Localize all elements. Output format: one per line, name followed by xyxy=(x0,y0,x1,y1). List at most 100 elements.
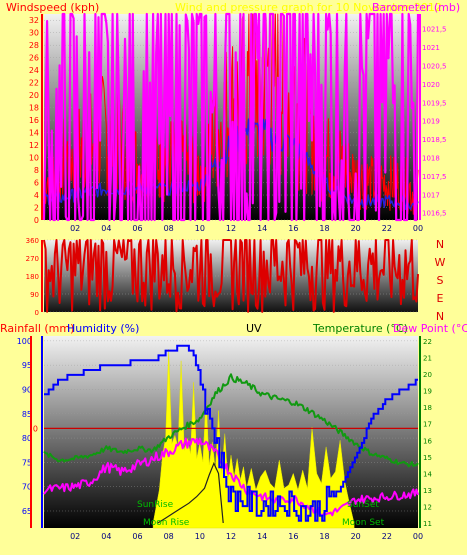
wind-x-tick: 08 xyxy=(164,224,174,233)
temperature-y-tick: 15 xyxy=(423,454,432,462)
wind-x-tick: 10 xyxy=(195,224,205,233)
compass-label: N xyxy=(436,310,444,323)
uv-area xyxy=(152,349,355,529)
wind-y-tick: 16 xyxy=(29,116,39,125)
temperature-y-tick: 11 xyxy=(423,520,432,528)
moonrise-label: Moon Rise xyxy=(143,518,190,528)
wind-x-tick: 06 xyxy=(132,224,142,233)
dewpoint-axis-title: Dew Point (°C) xyxy=(393,322,467,335)
wind-x-tick: 20 xyxy=(351,224,361,233)
solar-line xyxy=(157,461,224,524)
baro-y-tick: 1019 xyxy=(422,118,440,126)
wind-y-tick: 2 xyxy=(34,204,39,213)
wind-x-tick: 00 xyxy=(413,224,423,233)
wind-y-tick: 4 xyxy=(34,191,39,200)
wind-y-tick: 26 xyxy=(29,54,39,63)
compass-label: E xyxy=(437,292,444,305)
dewpoint-line xyxy=(43,437,419,517)
humidity-axis-title: Humidity (%) xyxy=(67,322,140,335)
temperature-y-tick: 16 xyxy=(423,437,432,445)
weather-x-tick: 12 xyxy=(226,532,236,541)
temperature-y-tick: 20 xyxy=(423,371,432,379)
wind-x-tick: 18 xyxy=(319,224,329,233)
wind-y-tick: 18 xyxy=(29,104,39,113)
baro-y-tick: 1017,5 xyxy=(422,173,447,181)
direction-y-tick: 270 xyxy=(26,255,39,263)
baro-y-tick: 1019,5 xyxy=(422,99,447,107)
temperature-y-tick: 17 xyxy=(423,421,432,429)
wind-x-tick: 22 xyxy=(382,224,392,233)
temperature-y-tick: 18 xyxy=(423,404,432,412)
uv-title: UV xyxy=(246,322,262,335)
weather-x-tick: 14 xyxy=(257,532,267,541)
baro-y-tick: 1018 xyxy=(422,154,440,162)
wind-x-tick: 04 xyxy=(101,224,111,233)
wind-x-tick: 16 xyxy=(288,224,298,233)
wind-x-tick: 02 xyxy=(70,224,80,233)
baro-y-tick: 1016,5 xyxy=(422,210,447,218)
wind-y-tick: 32 xyxy=(29,16,39,25)
temperature-y-tick: 14 xyxy=(423,470,432,478)
direction-y-tick: 180 xyxy=(26,273,39,281)
wind-y-tick: 12 xyxy=(29,141,39,150)
direction-y-tick: 360 xyxy=(26,237,39,245)
temperature-y-tick: 19 xyxy=(423,388,432,396)
weather-x-tick: 10 xyxy=(195,532,205,541)
humidity-y-tick: 100 xyxy=(17,337,32,346)
weather-x-tick: 04 xyxy=(101,532,111,541)
wind-direction-line xyxy=(43,239,419,313)
baro-y-tick: 1020 xyxy=(422,81,440,89)
temperature-line xyxy=(43,373,419,468)
humidity-y-tick: 75 xyxy=(22,458,32,467)
wind-x-tick: 12 xyxy=(226,224,236,233)
humidity-y-tick: 65 xyxy=(22,507,32,516)
rain-y-tick: 0 xyxy=(33,424,38,433)
wind-y-tick: 24 xyxy=(29,66,39,75)
humidity-y-tick: 90 xyxy=(22,385,32,394)
wind-y-tick: 14 xyxy=(29,129,39,138)
wind-y-tick: 20 xyxy=(29,91,39,100)
humidity-y-tick: 70 xyxy=(22,483,32,492)
compass-label: S xyxy=(437,274,444,287)
barometer-axis-title: Barometer (mb) xyxy=(372,1,461,14)
wind-y-tick: 28 xyxy=(29,41,39,50)
weather-x-tick: 00 xyxy=(413,532,423,541)
compass-label: W xyxy=(435,256,446,269)
baro-y-tick: 1021,5 xyxy=(422,26,447,34)
temperature-y-tick: 22 xyxy=(423,338,432,346)
weather-x-tick: 18 xyxy=(319,532,329,541)
wind-y-tick: 10 xyxy=(29,154,39,163)
baro-y-tick: 1017 xyxy=(422,191,440,199)
baro-y-tick: 1020,5 xyxy=(422,63,447,71)
wind-y-tick: 22 xyxy=(29,79,39,88)
chart-title: Wind and pressure graph for 10 November … xyxy=(175,1,442,14)
baro-y-tick: 1018,5 xyxy=(422,136,447,144)
weather-x-tick: 16 xyxy=(288,532,298,541)
wind-y-tick: 6 xyxy=(34,179,39,188)
direction-y-tick: 0 xyxy=(35,309,39,317)
wind-y-tick: 8 xyxy=(34,166,39,175)
wind-y-tick: 0 xyxy=(34,216,39,225)
humidity-y-tick: 85 xyxy=(22,410,32,419)
temperature-y-tick: 12 xyxy=(423,503,432,511)
temperature-axis-title: Temperature (°C) xyxy=(313,322,408,335)
sunrise-label: SunRise xyxy=(137,500,174,510)
sunset-label: SunSet xyxy=(347,500,379,510)
humidity-y-tick: 80 xyxy=(22,434,32,443)
weather-x-tick: 02 xyxy=(70,532,80,541)
wind-x-tick: 14 xyxy=(257,224,267,233)
humidity-y-tick: 95 xyxy=(22,361,32,370)
rainfall-axis-title: Rainfall (mm) xyxy=(0,322,75,335)
compass-label: N xyxy=(436,238,444,251)
weather-x-tick: 06 xyxy=(132,532,142,541)
moonset-label: Moon Set xyxy=(342,518,385,528)
wind-y-tick: 30 xyxy=(29,29,39,38)
windspeed-axis-title: Windspeed (kph) xyxy=(6,1,100,14)
temperature-y-tick: 13 xyxy=(423,487,432,495)
barometer-line xyxy=(42,12,420,222)
weather-x-tick: 20 xyxy=(351,532,361,541)
direction-y-tick: 90 xyxy=(30,291,39,299)
weather-x-tick: 22 xyxy=(382,532,392,541)
temperature-y-tick: 21 xyxy=(423,355,432,363)
